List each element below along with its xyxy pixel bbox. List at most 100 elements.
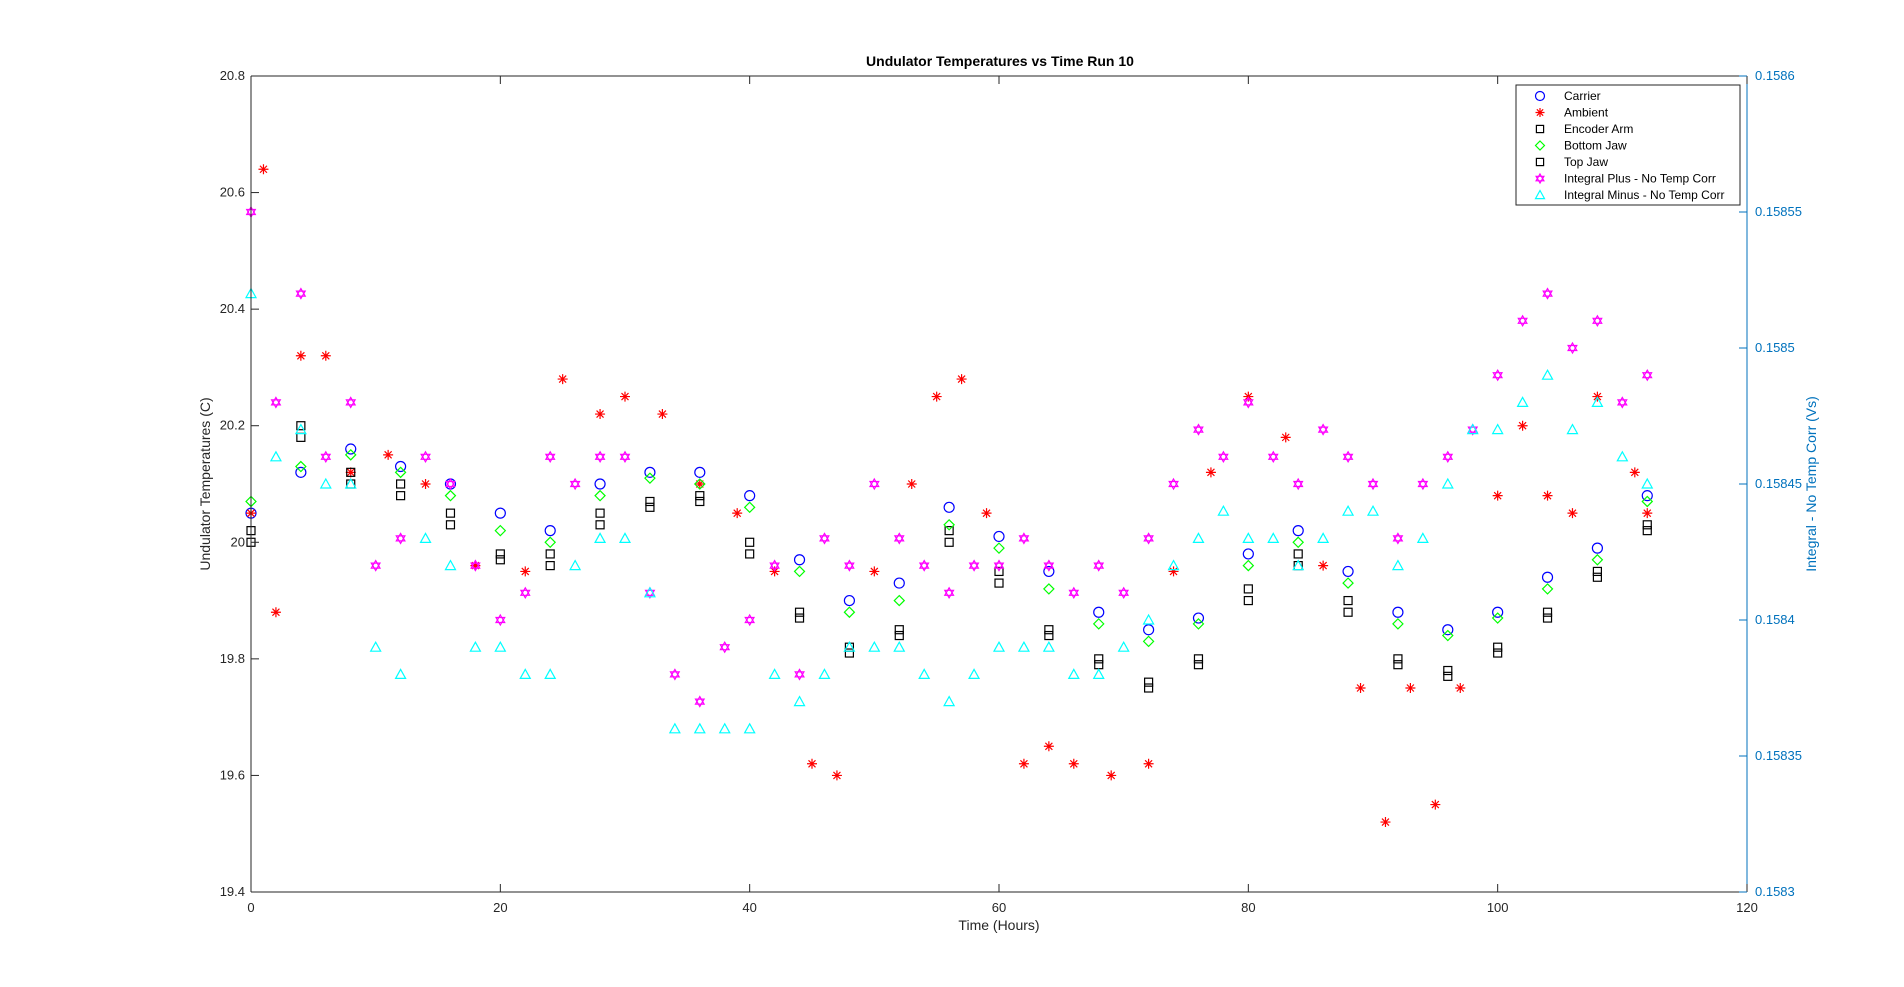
data-point [1243,595,1253,606]
data-point [1068,586,1080,600]
data-point [396,479,406,489]
y2-axis-label: Integral - No Temp Corr (Vs) [1803,396,1819,572]
data-point [668,722,681,734]
y-tick-label: 20.2 [220,418,245,433]
data-point [793,695,806,707]
data-point [1205,467,1216,478]
data-point [1443,665,1453,676]
series-6 [244,287,1654,734]
data-point [1142,624,1155,636]
data-point [868,640,881,652]
data-point [395,460,407,473]
data-point [1143,532,1154,545]
series-3 [245,449,1654,648]
data-point [732,508,743,519]
legend-label: Top Jaw [1564,155,1608,169]
data-point [369,640,382,652]
legend-label: Bottom Jaw [1564,139,1627,153]
data-point [494,507,506,519]
data-point [295,466,307,478]
data-point [320,450,332,464]
data-point [695,491,705,501]
data-point [258,164,269,175]
data-point [519,668,532,680]
data-point [1217,504,1230,516]
data-point [520,566,531,577]
data-point [569,559,582,571]
legend-marker [1535,157,1545,167]
data-point [1018,532,1030,545]
data-point [557,374,568,385]
axes: 0 20 40 60 80 100 120 19.4 19.6 19.8 20 20.2 20.4 20.… [220,68,1802,915]
data-point [694,466,706,478]
data-point [906,479,917,489]
data-point [370,559,382,572]
data-point [595,520,605,530]
data-point [669,668,681,681]
data-point [594,489,606,502]
y-tick-label: 20.8 [220,68,245,83]
data-point [1567,341,1578,355]
data-point [1592,566,1603,577]
legend: Carrier Ambient Encoder Arm Bottom Jaw Top J… [1515,84,1741,206]
data-point [544,668,557,680]
data-point [295,287,307,300]
data-point [1292,536,1305,549]
data-point [993,559,1005,572]
data-point [1193,654,1204,664]
data-point [745,537,755,547]
legend-box [1515,84,1741,206]
data-point [744,613,756,627]
data-point [1218,450,1229,464]
data-point [1242,559,1255,572]
data-point [419,532,432,544]
data-point [645,502,655,512]
data-point [943,695,956,707]
data-point [831,770,842,781]
data-point [345,467,356,478]
data-point [1067,668,1080,680]
data-point [1042,640,1055,652]
data-point [1493,648,1503,658]
data-point [396,491,406,501]
y-tick-label: 19.8 [220,651,245,666]
data-point [383,449,394,460]
data-point [718,722,731,734]
data-point [956,374,967,385]
data-point [1492,369,1504,382]
data-point [818,668,831,680]
data-point [620,391,630,402]
data-point [695,496,705,507]
x-tick-label: 60 [992,900,1006,915]
legend-label: Carrier [1564,89,1601,103]
data-marks [244,164,1654,828]
data-point [844,648,855,658]
data-point [1367,477,1379,491]
data-point [943,501,955,513]
data-point [394,668,407,680]
data-point [1542,490,1553,501]
data-point [1193,423,1204,436]
data-point [569,477,581,491]
data-point [545,560,555,571]
y2-tick-label: 0.15855 [1755,204,1802,219]
data-point [992,640,1006,652]
legend-label: Ambient [1564,106,1609,120]
data-point [743,501,756,514]
data-point [1043,565,1055,578]
data-point [1542,613,1553,623]
data-point [1342,565,1354,578]
data-point [893,594,906,607]
data-point [1380,817,1391,828]
data-point [595,409,606,420]
data-point [1143,683,1154,693]
data-point [594,450,606,463]
data-point [1292,525,1304,537]
data-point [644,472,656,485]
y2-tick-label: 0.1585 [1755,340,1795,355]
legend-label: Encoder Arm [1564,122,1633,136]
data-point [843,640,856,652]
data-point [1567,508,1578,519]
data-point [918,559,930,572]
legend-label: Integral Minus - No Temp Corr [1564,188,1725,202]
